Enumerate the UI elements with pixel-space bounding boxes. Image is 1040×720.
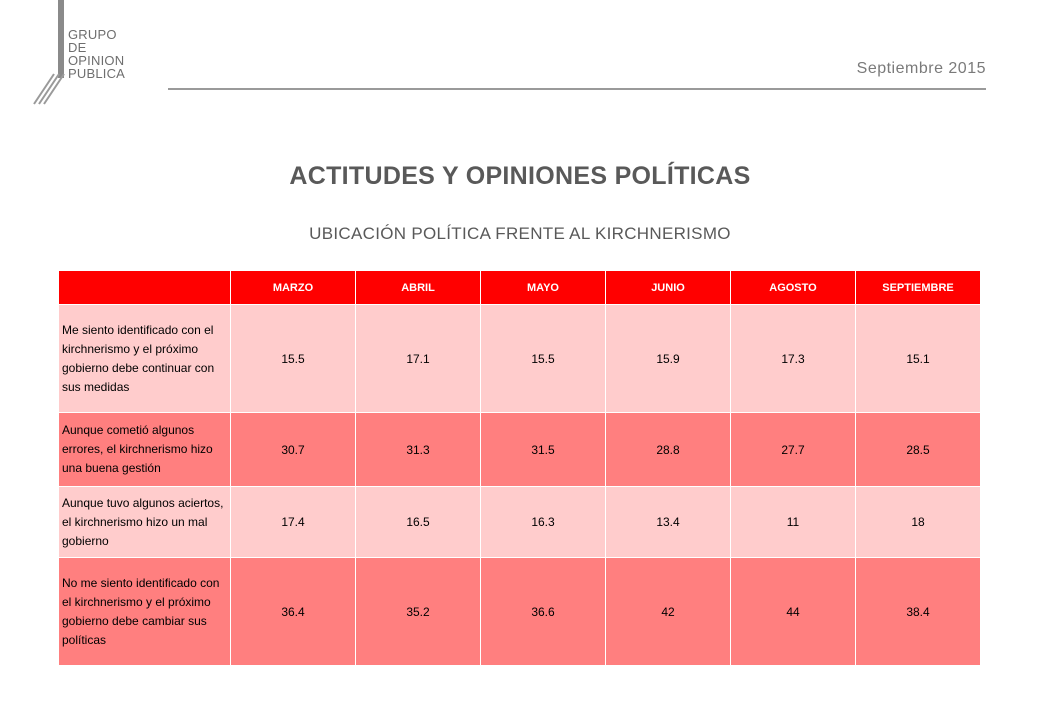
row-label: No me siento identificado con el kirchne… xyxy=(58,557,231,666)
table-cell: 28.8 xyxy=(605,412,731,487)
header-rule xyxy=(168,88,986,90)
table-cell: 28.5 xyxy=(855,412,981,487)
table-cell: 31.5 xyxy=(480,412,606,487)
table-row: Aunque cometió algunos errores, el kirch… xyxy=(58,412,981,487)
column-header: SEPTIEMBRE xyxy=(855,270,981,305)
table-cell: 36.4 xyxy=(230,557,356,666)
table-cell: 16.3 xyxy=(480,486,606,558)
table-cell: 16.5 xyxy=(355,486,481,558)
column-header: JUNIO xyxy=(605,270,731,305)
table-header-row: MARZO ABRIL MAYO JUNIO AGOSTO SEPTIEMBRE xyxy=(58,270,981,305)
row-label: Me siento identificado con el kirchneris… xyxy=(58,304,231,413)
table-cell: 27.7 xyxy=(730,412,856,487)
column-header: MARZO xyxy=(230,270,356,305)
logo-line: OPINION xyxy=(68,53,125,68)
table-cell: 38.4 xyxy=(855,557,981,666)
logo-line: PUBLICA xyxy=(68,66,126,81)
table-cell: 36.6 xyxy=(480,557,606,666)
logo-stripes-icon xyxy=(33,73,65,105)
data-table: MARZO ABRIL MAYO JUNIO AGOSTO SEPTIEMBRE… xyxy=(58,270,981,666)
logo: GRUPO DE OPINION PUBLICA xyxy=(30,0,170,110)
table-cell: 15.5 xyxy=(230,304,356,413)
table-cell: 15.1 xyxy=(855,304,981,413)
column-header: ABRIL xyxy=(355,270,481,305)
logo-line: DE xyxy=(68,40,87,55)
date-label: Septiembre 2015 xyxy=(856,60,986,77)
table-cell: 17.1 xyxy=(355,304,481,413)
table-cell: 13.4 xyxy=(605,486,731,558)
table-cell: 42 xyxy=(605,557,731,666)
column-header: MAYO xyxy=(480,270,606,305)
table-cell: 44 xyxy=(730,557,856,666)
logo-line: GRUPO xyxy=(68,27,117,42)
table-row: No me siento identificado con el kirchne… xyxy=(58,557,981,666)
column-header xyxy=(58,270,231,305)
row-label: Aunque tuvo algunos aciertos, el kirchne… xyxy=(58,486,231,558)
table-cell: 17.4 xyxy=(230,486,356,558)
table-cell: 15.5 xyxy=(480,304,606,413)
table-cell: 35.2 xyxy=(355,557,481,666)
table-cell: 31.3 xyxy=(355,412,481,487)
table-row: Me siento identificado con el kirchneris… xyxy=(58,304,981,413)
row-label: Aunque cometió algunos errores, el kirch… xyxy=(58,412,231,487)
logo-bar xyxy=(58,0,64,78)
table-cell: 17.3 xyxy=(730,304,856,413)
table-row: Aunque tuvo algunos aciertos, el kirchne… xyxy=(58,486,981,558)
logo-text: GRUPO DE OPINION PUBLICA xyxy=(68,28,125,80)
column-header: AGOSTO xyxy=(730,270,856,305)
table-cell: 18 xyxy=(855,486,981,558)
table-cell: 11 xyxy=(730,486,856,558)
table-cell: 30.7 xyxy=(230,412,356,487)
page-title: ACTITUDES Y OPINIONES POLÍTICAS xyxy=(289,162,751,190)
page-subtitle: UBICACIÓN POLÍTICA FRENTE AL KIRCHNERISM… xyxy=(309,224,731,243)
table-cell: 15.9 xyxy=(605,304,731,413)
